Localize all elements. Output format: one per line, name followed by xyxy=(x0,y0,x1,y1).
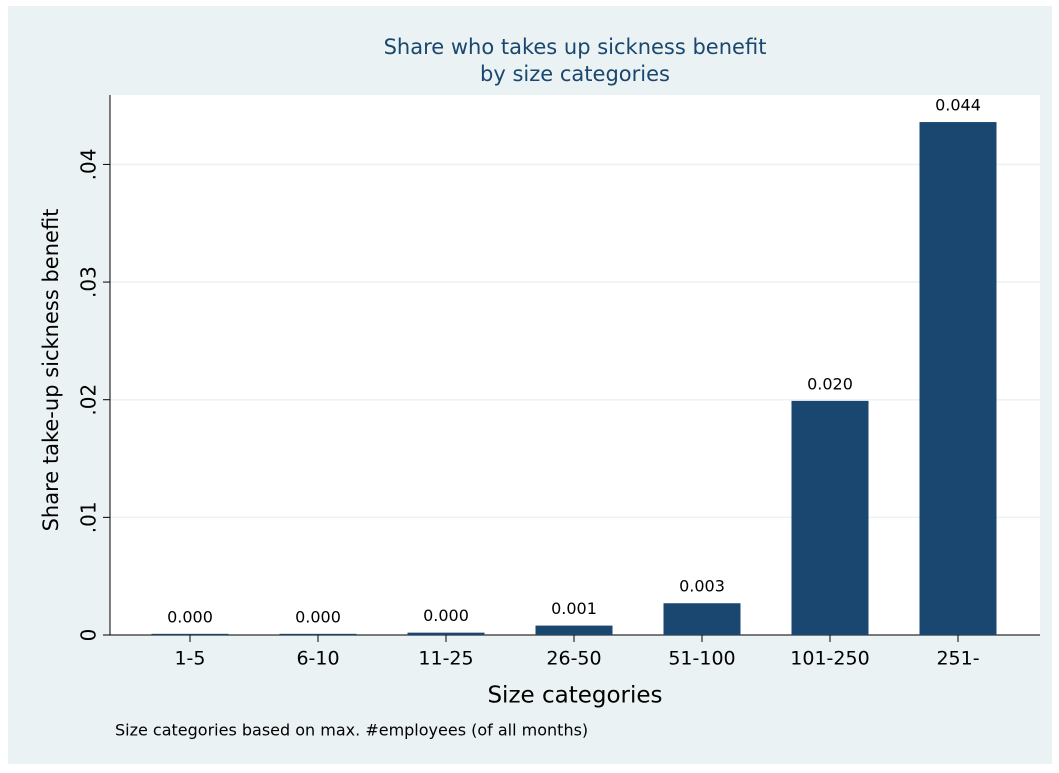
y-tick-label: .02 xyxy=(77,384,101,416)
bar xyxy=(919,122,997,635)
bar xyxy=(151,633,229,635)
x-tick-label: 11-25 xyxy=(418,648,473,670)
x-tick-label: 6-10 xyxy=(296,648,339,670)
bar xyxy=(535,625,613,635)
note: Size categories based on max. #employees… xyxy=(115,721,588,740)
value-label: 0.000 xyxy=(295,607,341,626)
value-label: 0.020 xyxy=(807,374,853,393)
bar xyxy=(791,400,869,635)
value-label: 0.000 xyxy=(167,607,213,626)
y-tick-label: .03 xyxy=(77,266,101,298)
y-tick-label: .04 xyxy=(77,149,101,181)
y-tick-label: 0 xyxy=(77,629,101,642)
value-label: 0.044 xyxy=(935,96,981,115)
value-label: 0.003 xyxy=(679,577,725,596)
x-tick-label: 51-100 xyxy=(668,648,735,670)
bar xyxy=(663,603,741,635)
y-tick-label: .01 xyxy=(77,501,101,533)
value-label: 0.001 xyxy=(551,599,597,618)
x-axis-title: Size categories xyxy=(487,683,662,709)
y-axis-title: Share take-up sickness benefit xyxy=(39,209,63,532)
x-tick-label: 251- xyxy=(936,648,979,670)
x-tick-label: 101-250 xyxy=(790,648,869,670)
value-label: 0.000 xyxy=(423,606,469,625)
plot-region xyxy=(110,95,1040,635)
chart-title: by size categories xyxy=(480,62,670,86)
x-tick-label: 1-5 xyxy=(174,648,205,670)
bar xyxy=(407,632,485,635)
chart-title: Share who takes up sickness benefit xyxy=(384,35,767,59)
bar xyxy=(279,633,357,635)
x-tick-label: 26-50 xyxy=(546,648,601,670)
